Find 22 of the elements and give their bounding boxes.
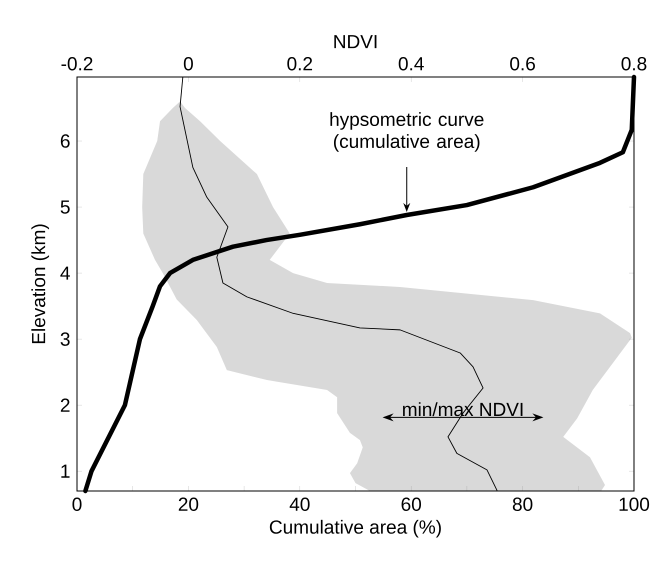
x-tick-label: 100 [620,498,650,511]
x-tick-label: 40 [290,498,310,511]
x2-axis-title: NDVI [334,35,376,48]
y-tick-label: 2 [60,398,70,412]
x2-tick-label: 0.4 [398,57,424,70]
x2-tick-label: 0.8 [622,57,646,70]
x-tick-label: 60 [402,498,422,511]
x2-tick-label: 0.2 [287,57,312,70]
x-tick-label: 80 [512,498,532,511]
x2-tick-label: -0.2 [61,57,92,70]
x-tick-label: 0 [72,498,82,511]
y-axis-title: Elevation (km) [31,224,50,344]
x2-tick-label: 0 [184,57,193,70]
y-tick-label: 4 [60,266,70,280]
y-tick-label: 1 [61,464,70,478]
x-tick-label: 20 [178,498,198,511]
y-tick-label: 5 [60,200,70,214]
x2-tick-label: 0.6 [510,57,535,70]
y-tick-label: 6 [60,134,70,148]
y-tick-label: 3 [60,332,70,346]
annotation: hypsometric curve (cumulative area) [330,112,484,152]
x-axis-title: Cumulative area (%) [270,520,441,538]
